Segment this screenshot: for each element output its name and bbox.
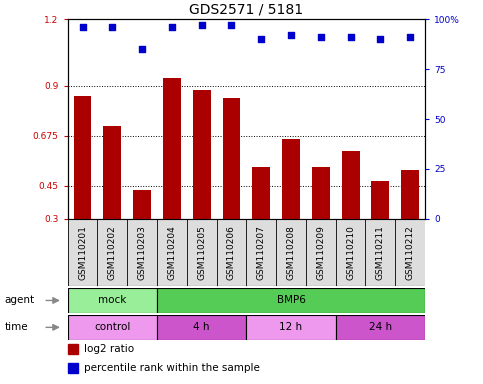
Text: GSM110201: GSM110201 (78, 225, 87, 280)
Point (138, 46, 146, 52)
Bar (312, 167, 330, 219)
Point (287, 32, 295, 38)
Point (317, 34, 325, 40)
Text: GSM110207: GSM110207 (257, 225, 266, 280)
Point (227, 22, 235, 28)
Bar (193, 90, 211, 219)
Bar (252, 167, 270, 219)
Point (198, 22, 206, 28)
Text: GSM110205: GSM110205 (197, 225, 206, 280)
Bar (68, 363, 78, 373)
Point (257, 36, 265, 42)
Bar (246, 315, 336, 340)
Text: GSM110211: GSM110211 (376, 225, 385, 280)
Point (168, 24, 176, 30)
Bar (157, 288, 425, 313)
Point (79, 24, 86, 30)
Bar (68, 344, 78, 354)
Bar (371, 181, 389, 219)
Text: GSM110209: GSM110209 (316, 225, 325, 280)
Text: 4 h: 4 h (193, 322, 210, 333)
Bar (401, 170, 419, 219)
Bar (73, 96, 91, 219)
Title: GDS2571 / 5181: GDS2571 / 5181 (189, 3, 303, 17)
Bar (103, 126, 121, 219)
Point (347, 34, 355, 40)
Bar (336, 315, 425, 340)
Text: 24 h: 24 h (369, 322, 392, 333)
Text: BMP6: BMP6 (277, 295, 305, 306)
Bar (157, 315, 246, 340)
Bar (133, 190, 151, 219)
Text: GSM110206: GSM110206 (227, 225, 236, 280)
Text: agent: agent (5, 295, 35, 306)
Text: GSM110212: GSM110212 (406, 225, 414, 280)
Text: percentile rank within the sample: percentile rank within the sample (84, 363, 259, 373)
Text: GSM110203: GSM110203 (138, 225, 146, 280)
Bar (68, 315, 157, 340)
Text: GSM110204: GSM110204 (168, 225, 176, 280)
Point (377, 36, 384, 42)
Point (109, 24, 116, 30)
Bar (163, 78, 181, 219)
Text: GSM110208: GSM110208 (286, 225, 296, 280)
Bar (282, 139, 300, 219)
Bar (223, 98, 241, 219)
Text: 12 h: 12 h (280, 322, 302, 333)
Text: mock: mock (98, 295, 127, 306)
Text: control: control (94, 322, 130, 333)
Text: GSM110202: GSM110202 (108, 225, 117, 280)
Text: log2 ratio: log2 ratio (84, 344, 134, 354)
Text: GSM110210: GSM110210 (346, 225, 355, 280)
Bar (341, 151, 359, 219)
Bar (68, 288, 157, 313)
Text: time: time (5, 322, 28, 333)
Point (406, 34, 414, 40)
